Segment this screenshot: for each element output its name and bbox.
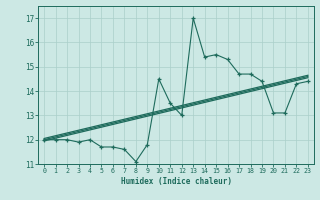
X-axis label: Humidex (Indice chaleur): Humidex (Indice chaleur)	[121, 177, 231, 186]
